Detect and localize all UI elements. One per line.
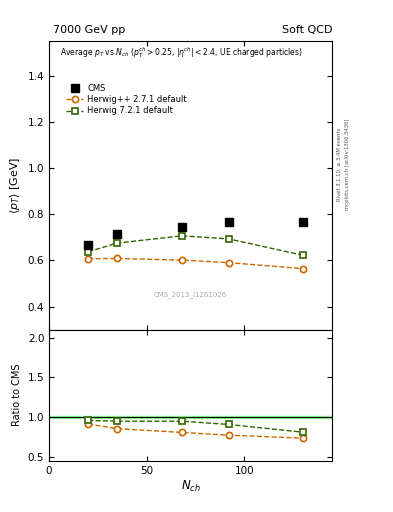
Text: Rivet 3.1.10, ≥ 3.4M events: Rivet 3.1.10, ≥ 3.4M events (337, 127, 342, 201)
Y-axis label: $\langle p_T \rangle$ [GeV]: $\langle p_T \rangle$ [GeV] (8, 157, 22, 214)
Text: 7000 GeV pp: 7000 GeV pp (53, 25, 125, 35)
X-axis label: $N_{ch}$: $N_{ch}$ (181, 478, 200, 494)
Text: mcplots.cern.ch [arXiv:1306.3436]: mcplots.cern.ch [arXiv:1306.3436] (345, 118, 350, 209)
Text: Average $p_T$ vs $N_{ch}$ ($p_T^{ch}>$0.25, $|\eta^{ch}|<$2.4, UE charged partic: Average $p_T$ vs $N_{ch}$ ($p_T^{ch}>$0.… (61, 45, 303, 60)
Y-axis label: Ratio to CMS: Ratio to CMS (12, 364, 22, 426)
Legend: CMS, Herwig++ 2.7.1 default, Herwig 7.2.1 default: CMS, Herwig++ 2.7.1 default, Herwig 7.2.… (64, 82, 188, 117)
Bar (49, 416, 332, 418)
Text: Soft QCD: Soft QCD (282, 25, 332, 35)
Text: CMS_2013_I1261026: CMS_2013_I1261026 (154, 292, 227, 298)
